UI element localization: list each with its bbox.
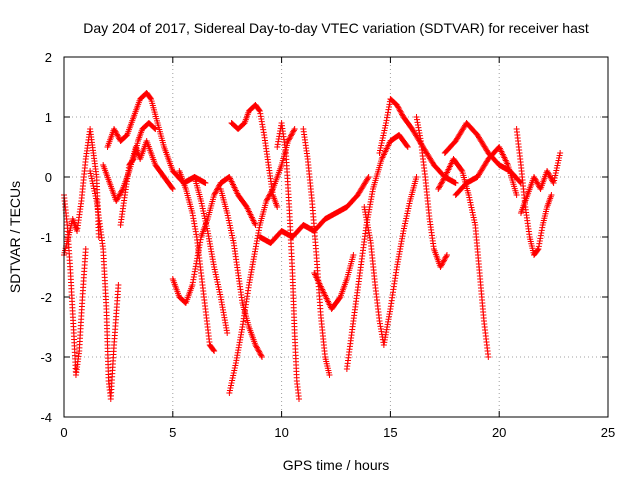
series-prn-h <box>176 168 218 354</box>
series-marks <box>117 120 159 228</box>
series-prn-g <box>169 174 259 306</box>
y-tick-label: 0 <box>45 170 52 185</box>
series-marks <box>104 90 209 186</box>
y-tick-label: 1 <box>45 110 52 125</box>
x-tick-label: 0 <box>60 425 67 440</box>
series-marks <box>413 114 450 270</box>
series-prn-i <box>191 174 231 336</box>
plot-frame <box>63 56 609 418</box>
series-marks <box>87 168 122 402</box>
series-marks <box>274 120 303 402</box>
series-prn-y <box>517 150 564 216</box>
y-tick-label: -1 <box>40 230 52 245</box>
y-tick-label: -3 <box>40 350 52 365</box>
x-tick-label: 25 <box>601 425 615 440</box>
series-marks <box>61 192 89 378</box>
x-tick-label: 20 <box>492 425 506 440</box>
y-axis-label: SDTVAR / TECUs <box>7 181 23 293</box>
series-prn-a <box>61 192 89 378</box>
series-prn-m <box>274 120 303 402</box>
y-tick-label: -4 <box>40 410 52 425</box>
data-marks <box>61 90 564 402</box>
series-prn-o <box>300 126 333 378</box>
series-marks <box>361 174 420 348</box>
series-marks <box>435 156 492 360</box>
series-marks <box>513 126 555 258</box>
x-tick-label: 10 <box>274 425 288 440</box>
series-prn-e <box>104 90 209 186</box>
series-marks <box>169 174 259 306</box>
x-axis-label: GPS time / hours <box>283 457 390 473</box>
series-prn-x <box>513 126 555 258</box>
series-marks <box>441 120 524 186</box>
series-prn-w <box>452 144 520 198</box>
series-marks <box>217 186 266 360</box>
y-tick-label: 2 <box>45 50 52 65</box>
series-prn-j <box>217 186 266 360</box>
x-tick-label: 15 <box>383 425 397 440</box>
series-prn-f <box>117 120 159 228</box>
series-marks <box>191 174 231 336</box>
grid-lines <box>64 57 608 417</box>
series-marks <box>517 150 564 216</box>
axis-ticks: 0 5 10 15 20 25 -4 -3 -2 -1 0 1 2 <box>40 50 615 440</box>
series-prn-c <box>87 168 122 402</box>
series-prn-n <box>256 174 372 246</box>
series-prn-p <box>311 252 357 312</box>
series-prn-t <box>413 114 450 270</box>
series-marks <box>176 168 218 354</box>
series-prn-v <box>441 120 524 186</box>
series-marks <box>311 252 357 312</box>
x-tick-label: 5 <box>169 425 176 440</box>
chart-title: Day 204 of 2017, Sidereal Day-to-day VTE… <box>83 20 589 36</box>
series-prn-u <box>435 156 492 360</box>
series-prn-s <box>361 174 420 348</box>
series-marks <box>300 126 333 378</box>
series-marks <box>256 174 372 246</box>
series-marks <box>452 144 520 198</box>
y-tick-label: -2 <box>40 290 52 305</box>
